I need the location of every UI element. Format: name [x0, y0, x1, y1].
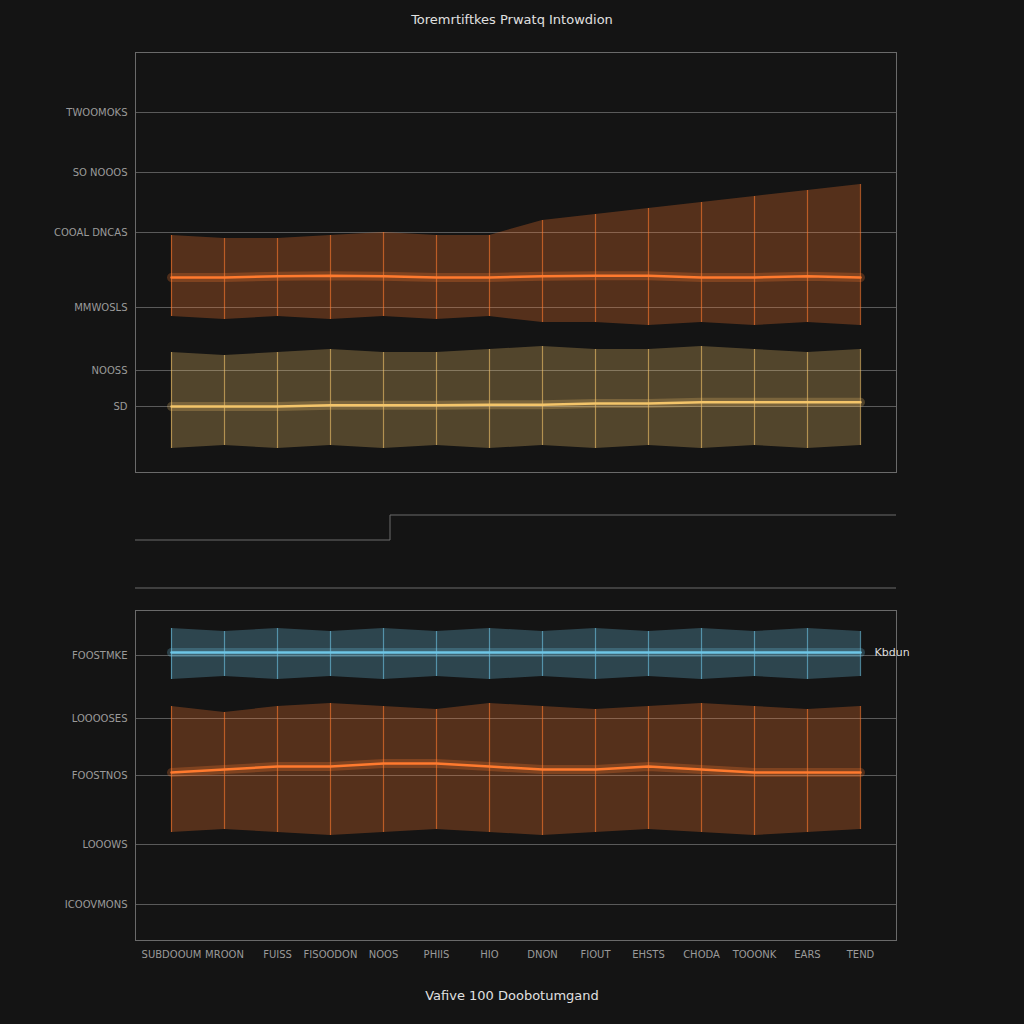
svg-text:MROON: MROON [205, 949, 244, 960]
svg-text:NOOS: NOOS [369, 949, 399, 960]
svg-text:DNON: DNON [527, 949, 558, 960]
html-text:Toremrtiftkes Prwatq Intowdion: Toremrtiftkes Prwatq Intowdion [411, 12, 613, 27]
svg-text:CHODA: CHODA [683, 949, 720, 960]
svg-text:TOOONK: TOOONK [732, 949, 777, 960]
svg-text:ICOOVMONS: ICOOVMONS [65, 899, 128, 910]
svg-text:HIO: HIO [480, 949, 498, 960]
svg-text:EARS: EARS [794, 949, 820, 960]
html-text:Vafive 100 Doobotumgand: Vafive 100 Doobotumgand [425, 988, 599, 1003]
svg-text:SO NOOOS: SO NOOOS [73, 167, 128, 178]
svg-text:FOOSTMKE: FOOSTMKE [72, 650, 127, 661]
svg-text:COOAL DNCAS: COOAL DNCAS [54, 227, 128, 238]
svg-text:TEND: TEND [846, 949, 875, 960]
svg-text:EHSTS: EHSTS [632, 949, 665, 960]
svg-text:LOOOOSES: LOOOOSES [72, 713, 128, 724]
svg-text:FISOODON: FISOODON [304, 949, 358, 960]
svg-text:NOOSS: NOOSS [92, 365, 128, 376]
svg-text:SUBDOOUM: SUBDOOUM [142, 949, 202, 960]
svg-text:FOOSTNOS: FOOSTNOS [72, 770, 128, 781]
svg-text:PHIIS: PHIIS [424, 949, 450, 960]
svg-text:SD: SD [113, 401, 127, 412]
svg-text:LOOOWS: LOOOWS [82, 839, 127, 850]
svg-text:TWOOMOKS: TWOOMOKS [65, 107, 127, 118]
svg-text:FUISS: FUISS [263, 949, 292, 960]
svg-text:MMWOSLS: MMWOSLS [74, 302, 127, 313]
svg-text:Kbdun: Kbdun [875, 646, 910, 659]
svg-text:FIOUT: FIOUT [581, 949, 612, 960]
